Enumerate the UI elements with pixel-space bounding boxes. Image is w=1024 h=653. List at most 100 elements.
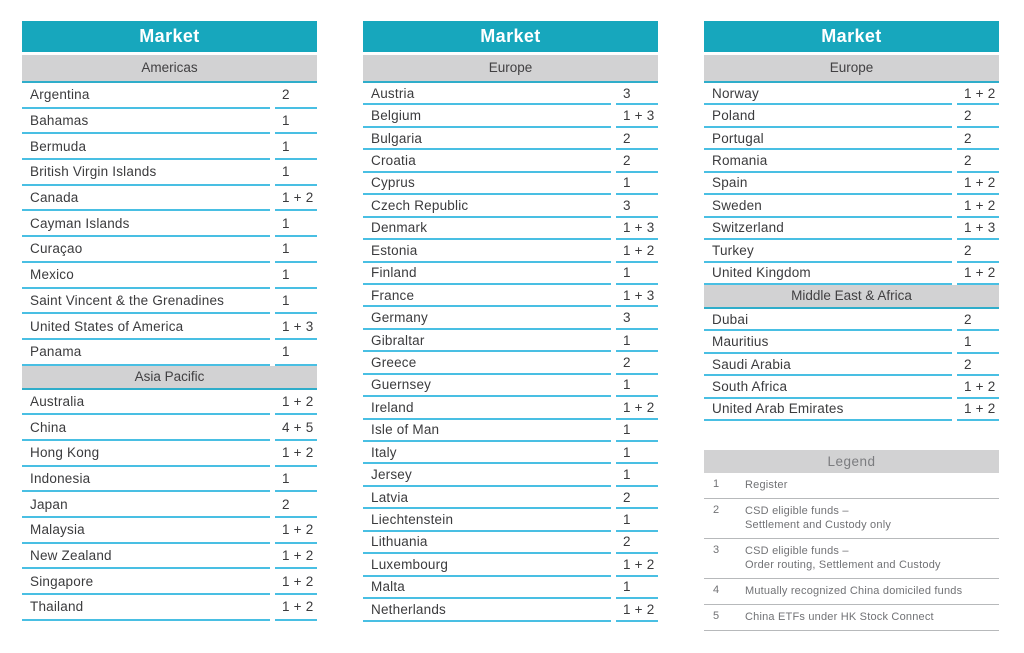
market-services: 1	[616, 263, 658, 285]
market-name: Netherlands	[363, 599, 611, 622]
legend-key: 4	[713, 584, 720, 596]
market-row: Thailand 1 + 2	[22, 595, 317, 621]
market-row: Liechtenstein 1	[363, 509, 658, 532]
market-services: 1 + 2	[957, 263, 999, 285]
market-services: 1 + 2	[275, 441, 317, 467]
market-services: 1	[275, 211, 317, 238]
market-row: Lithuania 2	[363, 532, 658, 555]
market-services: 2	[275, 83, 317, 109]
market-row: Curaçao 1	[22, 237, 317, 263]
market-name: Curaçao	[22, 237, 270, 263]
market-row: British Virgin Islands 1	[22, 160, 317, 186]
market-services: 1	[275, 289, 317, 315]
market-services: 1 + 3	[616, 218, 658, 241]
market-services: 1	[275, 134, 317, 161]
market-name: Romania	[704, 150, 952, 173]
market-services: 1 + 2	[616, 240, 658, 263]
market-row: Argentina 2	[22, 83, 317, 109]
market-name: Japan	[22, 492, 270, 518]
market-row: Romania 2	[704, 150, 999, 173]
market-row: Belgium 1 + 3	[363, 105, 658, 128]
market-name: Estonia	[363, 240, 611, 263]
market-name: Jersey	[363, 464, 611, 487]
market-services: 2	[275, 492, 317, 518]
market-services: 1 + 2	[616, 554, 658, 577]
market-services: 1 + 2	[957, 376, 999, 399]
market-services: 2	[616, 487, 658, 510]
market-name: Mauritius	[704, 331, 952, 354]
market-row: Italy 1	[363, 442, 658, 465]
legend-description: China ETFs under HK Stock Connect	[745, 611, 934, 623]
market-name: Hong Kong	[22, 441, 270, 467]
market-row: Austria 3	[363, 83, 658, 106]
market-services: 1	[616, 420, 658, 442]
market-name: New Zealand	[22, 544, 270, 570]
market-services: 3	[616, 195, 658, 218]
market-row: Panama 1	[22, 340, 317, 366]
market-name: Ireland	[363, 397, 611, 420]
market-services: 1 + 3	[275, 314, 317, 340]
market-services: 1	[616, 577, 658, 600]
market-row: Denmark 1 + 3	[363, 218, 658, 241]
market-services: 1 + 2	[275, 186, 317, 212]
market-name: Italy	[363, 442, 611, 465]
section-header: Europe	[704, 55, 999, 83]
table-title: Market	[22, 21, 317, 52]
market-services: 1	[275, 109, 317, 135]
market-services: 1	[275, 160, 317, 186]
legend-description: CSD eligible funds – Order routing, Settl…	[745, 545, 941, 571]
market-name: Lithuania	[363, 532, 611, 555]
market-services: 2	[957, 309, 999, 332]
market-services: 1	[616, 442, 658, 465]
market-services: 1 + 2	[616, 599, 658, 622]
legend-key: 2	[713, 504, 720, 516]
market-services: 1 + 3	[616, 285, 658, 308]
market-row: Malaysia 1 + 2	[22, 518, 317, 544]
market-services: 1 + 2	[957, 195, 999, 218]
market-table-europe-a-m: Market Europe Austria 3 Belgium 1 + 3 Bulgaria…	[363, 21, 658, 622]
market-row: Finland 1	[363, 263, 658, 285]
market-row: United Kingdom 1 + 2	[704, 263, 999, 285]
market-name: Finland	[363, 263, 611, 285]
legend: Legend 1 Register 2 CSD eligible funds – Set…	[704, 450, 999, 631]
market-row: Canada 1 + 2	[22, 186, 317, 212]
market-name: Gibraltar	[363, 330, 611, 353]
market-name: Sweden	[704, 195, 952, 218]
table-title: Market	[704, 21, 999, 52]
legend-description: Register	[745, 479, 788, 491]
market-name: Bahamas	[22, 109, 270, 135]
market-name: United States of America	[22, 314, 270, 340]
market-row: Switzerland 1 + 3	[704, 218, 999, 241]
market-row: Bahamas 1	[22, 109, 317, 135]
market-table-americas-asia-pacific: Market Americas Argentina 2 Bahamas 1 Bermuda 1…	[22, 21, 317, 621]
market-services: 1 + 2	[616, 397, 658, 420]
section-header: Middle East & Africa	[704, 284, 999, 309]
market-row: China 4 + 5	[22, 415, 317, 441]
market-services: 1 + 2	[275, 569, 317, 596]
market-name: Malta	[363, 577, 611, 600]
market-row: South Africa 1 + 2	[704, 376, 999, 399]
market-row: Indonesia 1	[22, 467, 317, 493]
market-services: 1	[275, 263, 317, 289]
market-row: Saudi Arabia 2	[704, 354, 999, 377]
market-services: 3	[616, 307, 658, 330]
market-row: New Zealand 1 + 2	[22, 544, 317, 570]
market-name: Portugal	[704, 128, 952, 151]
market-row: United States of America 1 + 3	[22, 314, 317, 340]
market-name: Latvia	[363, 487, 611, 510]
legend-item: 1 Register	[704, 473, 999, 499]
market-services: 2	[957, 150, 999, 173]
market-row: Latvia 2	[363, 487, 658, 510]
market-services: 2	[957, 240, 999, 263]
market-name: Saint Vincent & the Grenadines	[22, 289, 270, 315]
market-name: Czech Republic	[363, 195, 611, 218]
market-name: Bermuda	[22, 134, 270, 161]
market-name: Spain	[704, 173, 952, 196]
market-row: Norway 1 + 2	[704, 83, 999, 106]
legend-description: CSD eligible funds – Settlement and Custo…	[745, 505, 892, 531]
market-services: 1	[275, 340, 317, 366]
market-row: Greece 2	[363, 352, 658, 375]
market-name: Poland	[704, 105, 952, 128]
market-row: Bulgaria 2	[363, 128, 658, 151]
market-row: Saint Vincent & the Grenadines 1	[22, 289, 317, 315]
